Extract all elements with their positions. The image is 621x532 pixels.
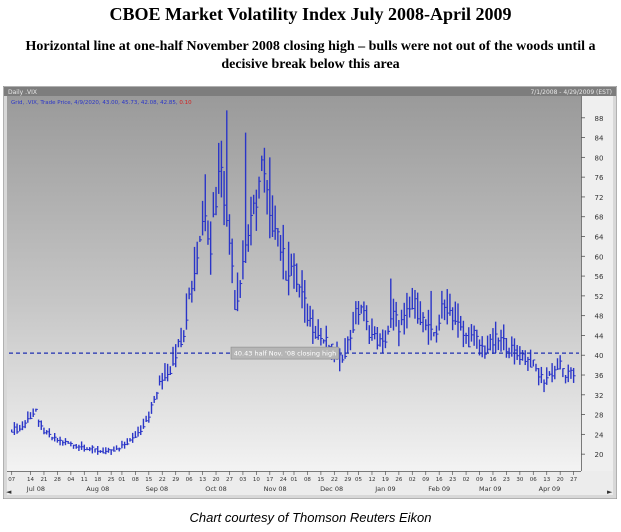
x-day-label: 16 — [436, 477, 443, 483]
x-day-label: 14 — [27, 477, 34, 483]
x-day-label: 13 — [543, 477, 550, 483]
y-tick-label: 20 — [595, 451, 604, 459]
x-day-label: 11 — [81, 477, 88, 483]
y-tick-label: 84 — [595, 135, 604, 143]
x-day-label: 22 — [159, 477, 166, 483]
x-day-label: 26 — [395, 477, 402, 483]
y-tick-label: 68 — [595, 214, 604, 222]
x-day-label: 08 — [132, 477, 139, 483]
x-day-label: 20 — [213, 477, 220, 483]
x-day-label: 16 — [489, 477, 496, 483]
chart-header-bar — [4, 87, 616, 96]
x-day-label: 30 — [516, 477, 523, 483]
x-day-label: 23 — [503, 477, 510, 483]
x-day-label: 13 — [199, 477, 206, 483]
x-day-label: 15 — [317, 477, 324, 483]
legend-line: Grid, .VIX, Trade Price, 4/9/2020, 43.00… — [11, 100, 192, 106]
chart-credit: Chart courtesy of Thomson Reuters Eikon — [189, 510, 432, 525]
x-month-label: Aug 08 — [86, 485, 109, 493]
x-day-label: 28 — [54, 477, 61, 483]
scroll-right-arrow[interactable]: ► — [607, 488, 613, 496]
y-tick-label: 44 — [595, 332, 604, 340]
y-axis-ticks: 20 24 28 32 36 40 44 48 52 56 60 64 68 72 76 80 84 88 — [581, 115, 604, 459]
x-day-label: 02 — [463, 477, 470, 483]
x-month-label: Jan 09 — [374, 485, 395, 493]
x-day-label: 23 — [449, 477, 456, 483]
x-day-label: 09 — [422, 477, 429, 483]
x-day-label: 01 — [118, 477, 125, 483]
x-month-label: Mar 09 — [479, 485, 502, 493]
y-tick-label: 28 — [595, 412, 604, 420]
x-day-label: 05 — [355, 477, 362, 483]
x-month-label: Sep 08 — [146, 485, 169, 493]
x-day-label: 01 — [291, 477, 298, 483]
x-day-label: 09 — [476, 477, 483, 483]
reference-line-group: 40.43 half Nov. '08 closing high — [9, 346, 579, 360]
x-day-label: 24 — [280, 477, 287, 483]
y-tick-label: 64 — [595, 234, 604, 242]
x-day-label: 18 — [94, 477, 101, 483]
vix-chart: Daily .VIX 7/1/2008 - 4/29/2009 (EST) Gr… — [2, 85, 618, 500]
y-tick-label: 72 — [595, 194, 604, 202]
y-tick-label: 76 — [595, 174, 604, 182]
y-tick-label: 56 — [595, 273, 604, 281]
x-day-label: 12 — [368, 477, 375, 483]
y-tick-label: 24 — [595, 431, 604, 439]
x-day-label: 19 — [382, 477, 389, 483]
x-month-label: Jul 08 — [26, 485, 45, 493]
reference-label-box — [230, 346, 340, 360]
x-day-label: 06 — [530, 477, 537, 483]
x-day-label: 29 — [344, 477, 351, 483]
x-month-label: Apr 09 — [539, 485, 561, 493]
chart-header-left: Daily .VIX — [8, 89, 37, 96]
x-day-label: 17 — [266, 477, 273, 483]
x-day-label: 15 — [145, 477, 152, 483]
price-bars — [10, 110, 576, 455]
x-day-label: 22 — [331, 477, 338, 483]
x-day-label: 08 — [304, 477, 311, 483]
x-day-label: 10 — [253, 477, 260, 483]
x-month-label: Dec 08 — [320, 485, 343, 493]
x-day-label: 29 — [172, 477, 179, 483]
scroll-left-arrow[interactable]: ◄ — [6, 488, 12, 496]
x-day-label: 21 — [40, 477, 47, 483]
y-tick-label: 88 — [595, 115, 604, 123]
chart-frame: Daily .VIX 7/1/2008 - 4/29/2009 (EST) Gr… — [2, 85, 618, 500]
page-title: CBOE Market Volatility Index July 2008-A… — [109, 4, 512, 24]
x-day-label: 07 — [8, 477, 15, 483]
x-month-label: Feb 09 — [428, 485, 450, 493]
reference-label: 40.43 half Nov. '08 closing high — [234, 350, 336, 358]
x-day-label: 04 — [67, 477, 74, 483]
chart-header-right: 7/1/2008 - 4/29/2009 (EST) — [530, 89, 612, 96]
y-tick-label: 36 — [595, 372, 604, 380]
y-tick-label: 48 — [595, 313, 604, 321]
x-day-label: 25 — [108, 477, 115, 483]
y-tick-label: 40 — [595, 352, 604, 360]
y-tick-label: 32 — [595, 392, 604, 400]
y-tick-label: 80 — [595, 154, 604, 162]
x-day-label: 02 — [409, 477, 416, 483]
y-tick-label: 52 — [595, 293, 604, 301]
x-day-label: 06 — [186, 477, 193, 483]
page-subtitle: Horizontal line at one-half November 200… — [25, 39, 596, 72]
y-tick-label: 60 — [595, 253, 604, 261]
x-day-label: 20 — [557, 477, 564, 483]
x-month-label: Nov 08 — [264, 485, 287, 493]
x-axis-panel — [7, 471, 613, 495]
x-day-label: 27 — [226, 477, 233, 483]
x-day-label: 27 — [570, 477, 577, 483]
y-axis-panel — [581, 96, 613, 471]
x-day-label: 03 — [239, 477, 246, 483]
x-month-label: Oct 08 — [205, 485, 227, 493]
legend-change-value: 0.10 — [179, 100, 192, 106]
x-axis-ticks: 07 14 21 28 04 11 18 25 01 08 15 22 29 06 13 20 27 03 10 17… — [8, 471, 578, 493]
